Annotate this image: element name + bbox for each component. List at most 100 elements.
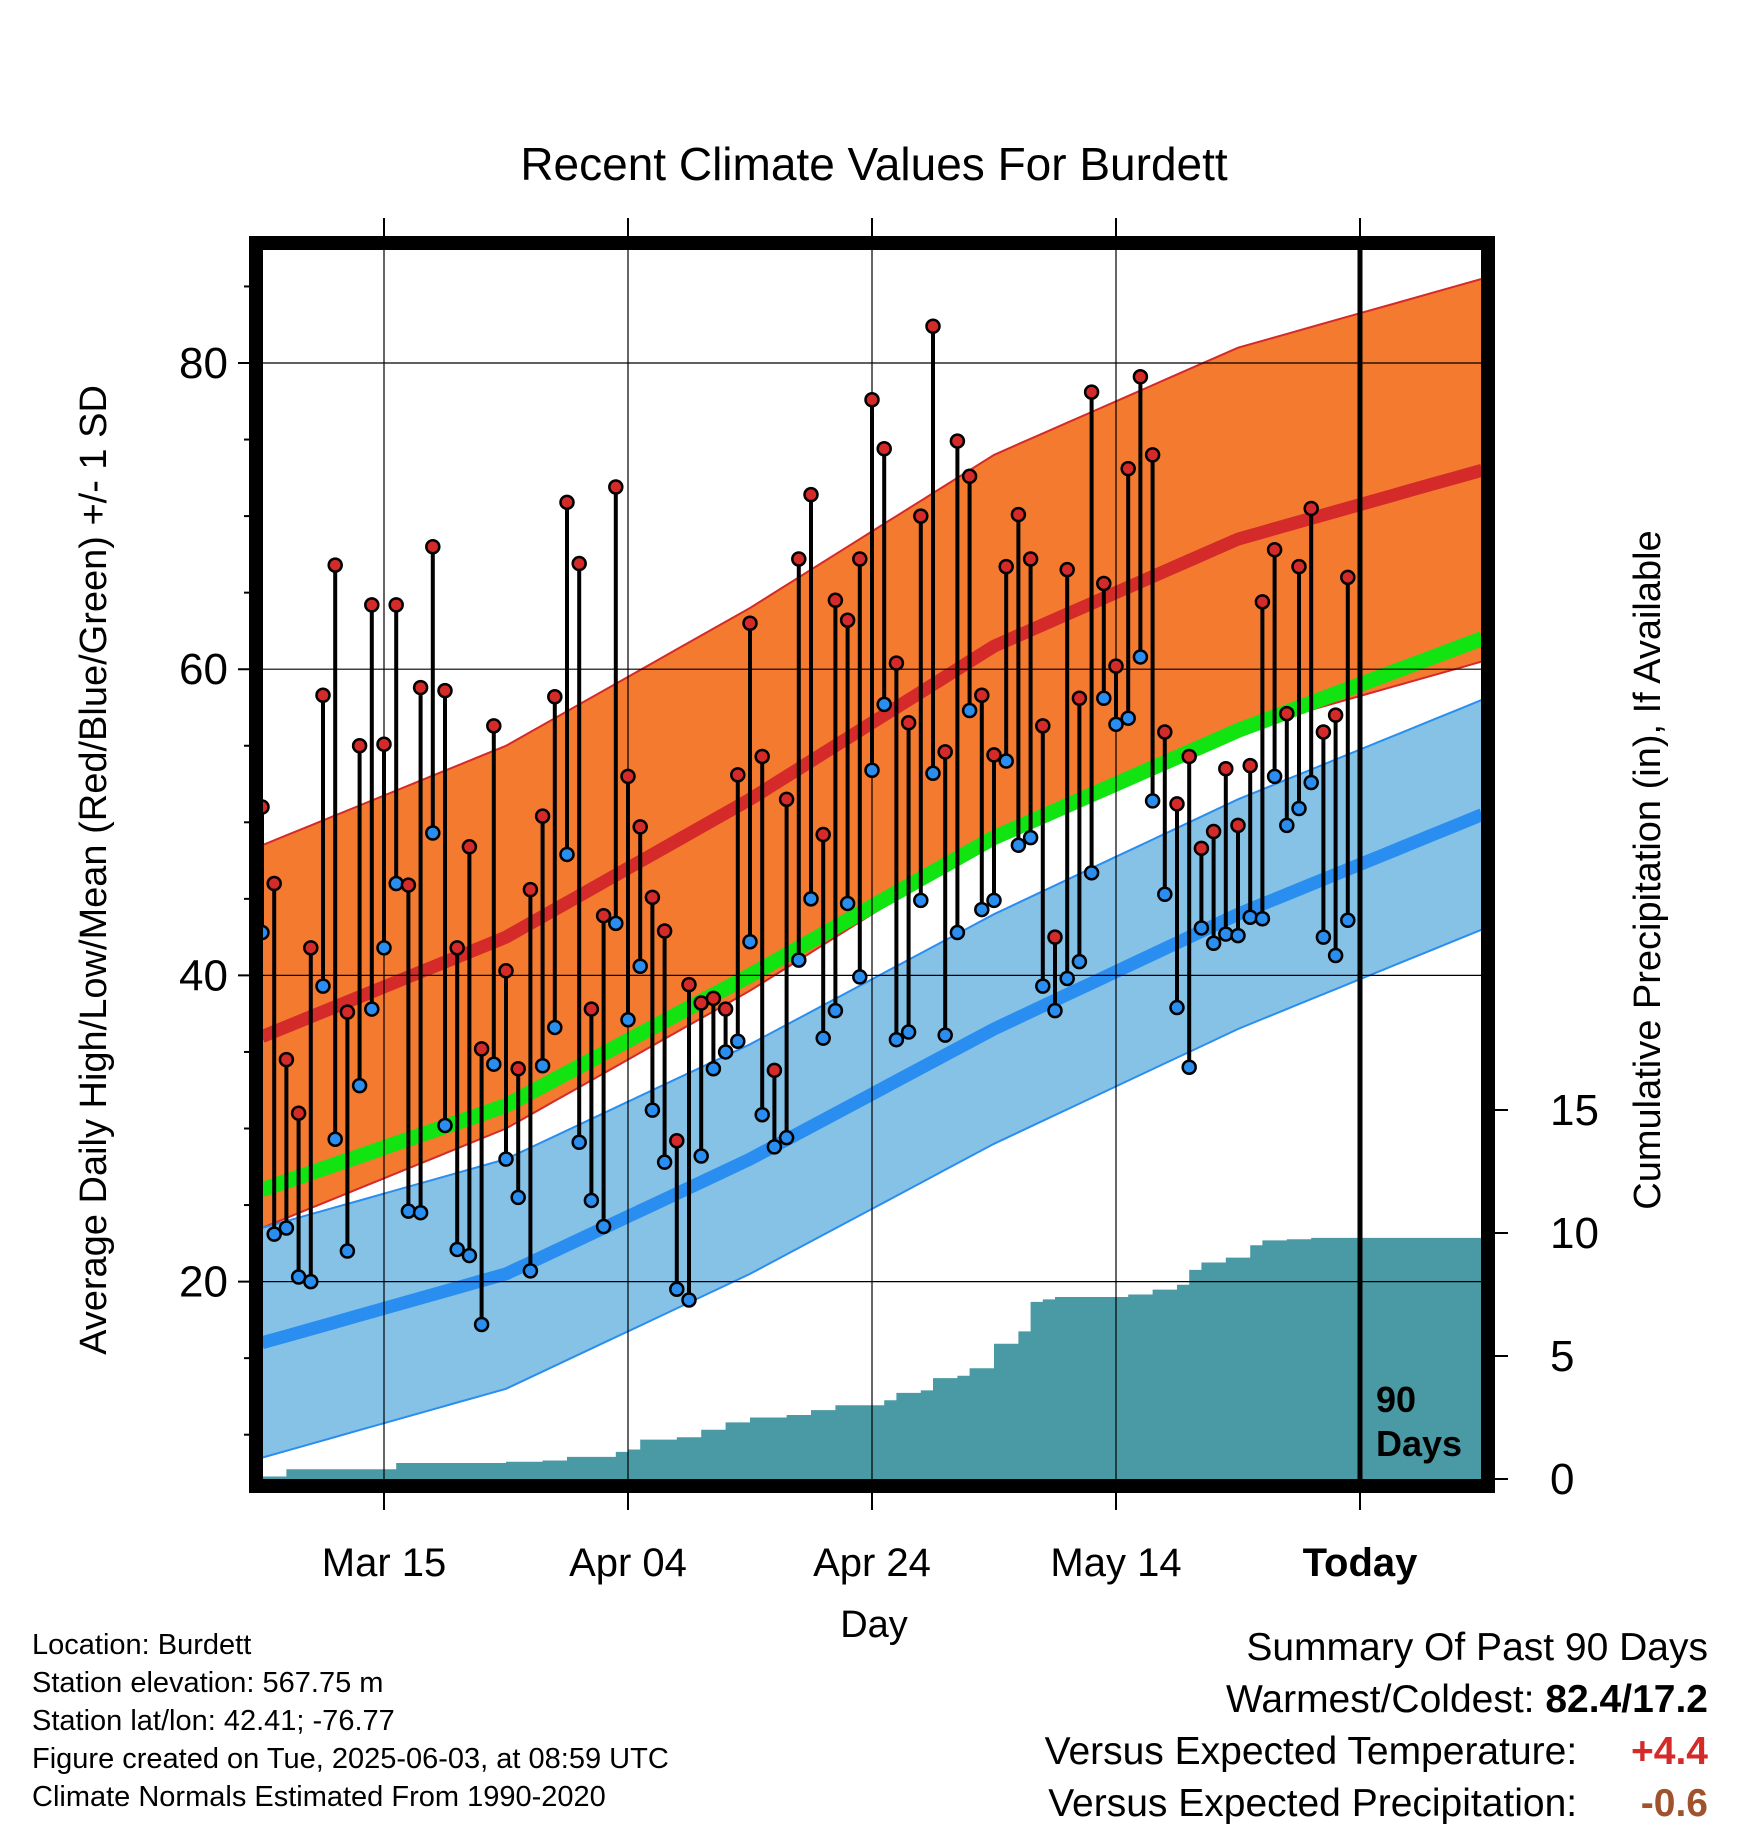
daily-low-point [644,1102,661,1118]
daily-high-point [1230,817,1246,834]
daily-high-point [1291,558,1307,575]
daily-high-point [839,612,856,628]
chart-title: Recent Climate Values For Burdett [520,138,1228,190]
daily-high-point [864,391,880,408]
daily-low-point [266,1226,282,1242]
warmest-coldest-row: Warmest/Coldest: 82.4/17.2 [1045,1674,1708,1726]
daily-high-point [351,738,368,754]
daily-low-point [376,940,392,956]
y2-tick-label: 0 [1550,1455,1574,1504]
daily-low-point [364,1001,380,1017]
daily-low-point [1279,817,1295,834]
daily-high-point [937,744,953,760]
daily-low-point [900,1024,917,1040]
daily-low-point [1083,865,1100,881]
daily-high-point [1120,460,1136,477]
daily-high-point [742,615,758,632]
daily-high-point [1022,551,1039,567]
daily-low-point [986,892,1002,909]
temp-departure-value: +4.4 [1631,1730,1708,1773]
daily-low-point [815,1030,831,1046]
daily-high-point [1242,757,1258,774]
daily-high-point [681,976,697,993]
daily-high-point [644,889,661,906]
daily-low-point [754,1106,770,1123]
y2-axis-title: Cumulative Precipitation (in), If Availa… [1627,530,1669,1209]
daily-high-point [1132,369,1149,385]
daily-low-point [473,1316,490,1333]
daily-high-point [1047,929,1063,945]
daily-low-point [937,1027,953,1043]
daily-high-point [388,597,404,613]
daily-low-point [571,1134,587,1151]
x-tick-label: Apr 04 [569,1541,687,1585]
daily-high-point [766,1062,783,1079]
daily-high-point [595,907,612,924]
daily-low-point [547,1019,563,1036]
daily-low-point [303,1273,319,1290]
daily-low-point [388,875,404,892]
daily-high-point [1071,690,1088,707]
y-axis-title: Average Daily High/Low/Mean (Red/Blue/Gr… [73,385,115,1355]
daily-low-point [425,825,441,841]
daily-low-point [1205,935,1222,951]
daily-low-point [449,1241,465,1258]
daily-low-point [1303,774,1319,791]
daily-high-point [961,468,978,485]
daily-low-point [510,1189,526,1206]
daily-low-point [778,1129,795,1146]
daily-high-point [583,1001,600,1017]
plot-border [249,236,1495,1493]
daily-high-point [339,1004,356,1020]
daily-high-point [827,592,844,609]
summary-heading: Summary Of Past 90 Days [1246,1626,1708,1669]
daily-low-point [791,952,807,968]
daily-low-point [595,1218,612,1235]
warmest-value: 82.4/17.2 [1545,1678,1708,1721]
today-marker-label: Days [1376,1423,1462,1464]
daily-low-point [1181,1059,1197,1076]
daily-low-point [1291,800,1307,817]
daily-points [254,318,1356,1333]
daily-high-point [913,508,929,524]
daily-low-point [876,696,892,713]
y-tick-label: 40 [179,951,228,1000]
daily-high-point [1144,447,1161,463]
daily-high-point [1193,840,1210,857]
daily-high-point [290,1105,307,1121]
daily-high-point [986,747,1002,763]
daily-low-point [412,1204,429,1221]
location-text: Location: Burdett [32,1629,252,1661]
daily-high-point [1035,718,1051,734]
daily-high-point [925,318,941,335]
x-tick-label: Mar 15 [322,1541,447,1585]
daily-high-point [315,687,331,703]
daily-low-point [583,1192,600,1209]
daily-low-point [461,1247,478,1264]
daily-low-point [1144,793,1161,809]
daily-low-point [534,1057,551,1074]
daily-low-point [315,978,331,994]
daily-high-point [1096,575,1112,592]
daily-low-point [717,1044,734,1060]
daily-low-point [1193,920,1210,936]
precip-departure-value: -0.6 [1640,1782,1708,1825]
daily-high-point [534,808,551,824]
daily-high-point [461,839,478,855]
daily-high-point [303,940,319,956]
today-marker-label: 90 [1376,1379,1416,1420]
daily-high-point [620,768,636,785]
daily-low-point [705,1061,722,1077]
daily-high-point [900,715,917,731]
x-tick-label: May 14 [1050,1541,1181,1585]
daily-low-point [913,892,929,909]
daily-low-point [803,891,819,907]
daily-high-point [1059,561,1075,578]
daily-high-point [791,551,807,567]
daily-high-point [559,494,575,511]
daily-low-point [608,915,624,932]
daily-high-point [1157,724,1173,740]
daily-low-point [1132,649,1149,665]
daily-low-point [1059,970,1075,987]
daily-low-point [1218,926,1234,942]
